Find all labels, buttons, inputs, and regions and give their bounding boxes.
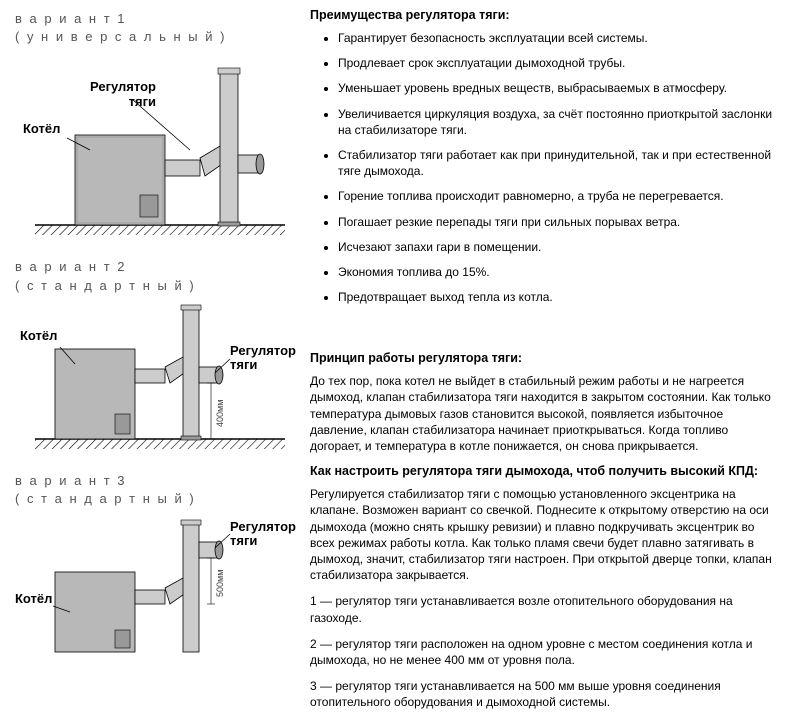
- label-regulator-3: Регулятортяги: [230, 520, 296, 549]
- list-item: Предотвращает выход тепла из котла.: [338, 289, 778, 305]
- label-kotel-1: Котёл: [23, 122, 60, 136]
- tuning-heading: Как настроить регулятора тяги дымохода, …: [310, 464, 778, 478]
- note-2: 2 — регулятор тяги расположен на одном у…: [310, 636, 778, 668]
- advantages-heading: Преимущества регулятора тяги:: [310, 8, 778, 22]
- tuning-text: Регулируется стабилизатор тяги с помощью…: [310, 486, 778, 583]
- variant3-title: в а р и а н т 3 ( с т а н д а р т н ы й …: [15, 472, 305, 508]
- list-item: Экономия топлива до 15%.: [338, 264, 778, 280]
- principle-heading: Принцип работы регулятора тяги:: [310, 351, 778, 365]
- list-item: Исчезают запахи гари в помещении.: [338, 239, 778, 255]
- dim-500: 500мм: [215, 570, 225, 597]
- list-item: Увеличивается циркуляция воздуха, за счё…: [338, 106, 778, 138]
- list-item: Уменьшает уровень вредных веществ, выбра…: [338, 80, 778, 96]
- list-item: Стабилизатор тяги работает как при прину…: [338, 147, 778, 179]
- dim-400: 400мм: [215, 399, 225, 426]
- principle-text: До тех пор, пока котел не выйдет в стаби…: [310, 373, 778, 454]
- variant2-title: в а р и а н т 2 ( с т а н д а р т н ы й …: [15, 258, 305, 294]
- label-regulator-2: Регулятортяги: [230, 344, 296, 373]
- note-3: 3 — регулятор тяги устанавливается на 50…: [310, 678, 778, 710]
- note-1: 1 — регулятор тяги устанавливается возле…: [310, 593, 778, 625]
- variant1-title: в а р и а н т 1 ( у н и в е р с а л ь н …: [15, 10, 305, 46]
- diagram-variant3: Регулятортяги Котёл 500мм: [15, 512, 295, 657]
- list-item: Продлевает срок эксплуатации дымоходной …: [338, 55, 778, 71]
- label-kotel-3: Котёл: [15, 592, 52, 606]
- label-regulator-1: Регулятортяги: [90, 80, 156, 109]
- list-item: Горение топлива происходит равномерно, а…: [338, 188, 778, 204]
- diagram-variant1: Регулятортяги Котёл: [15, 50, 295, 250]
- list-item: Погашает резкие перепады тяги при сильны…: [338, 214, 778, 230]
- list-item: Гарантирует безопасность эксплуатации вс…: [338, 30, 778, 46]
- label-kotel-2: Котёл: [20, 329, 57, 343]
- diagram-variant2: Котёл Регулятортяги 400мм: [15, 299, 295, 464]
- advantages-list: Гарантирует безопасность эксплуатации вс…: [310, 30, 778, 305]
